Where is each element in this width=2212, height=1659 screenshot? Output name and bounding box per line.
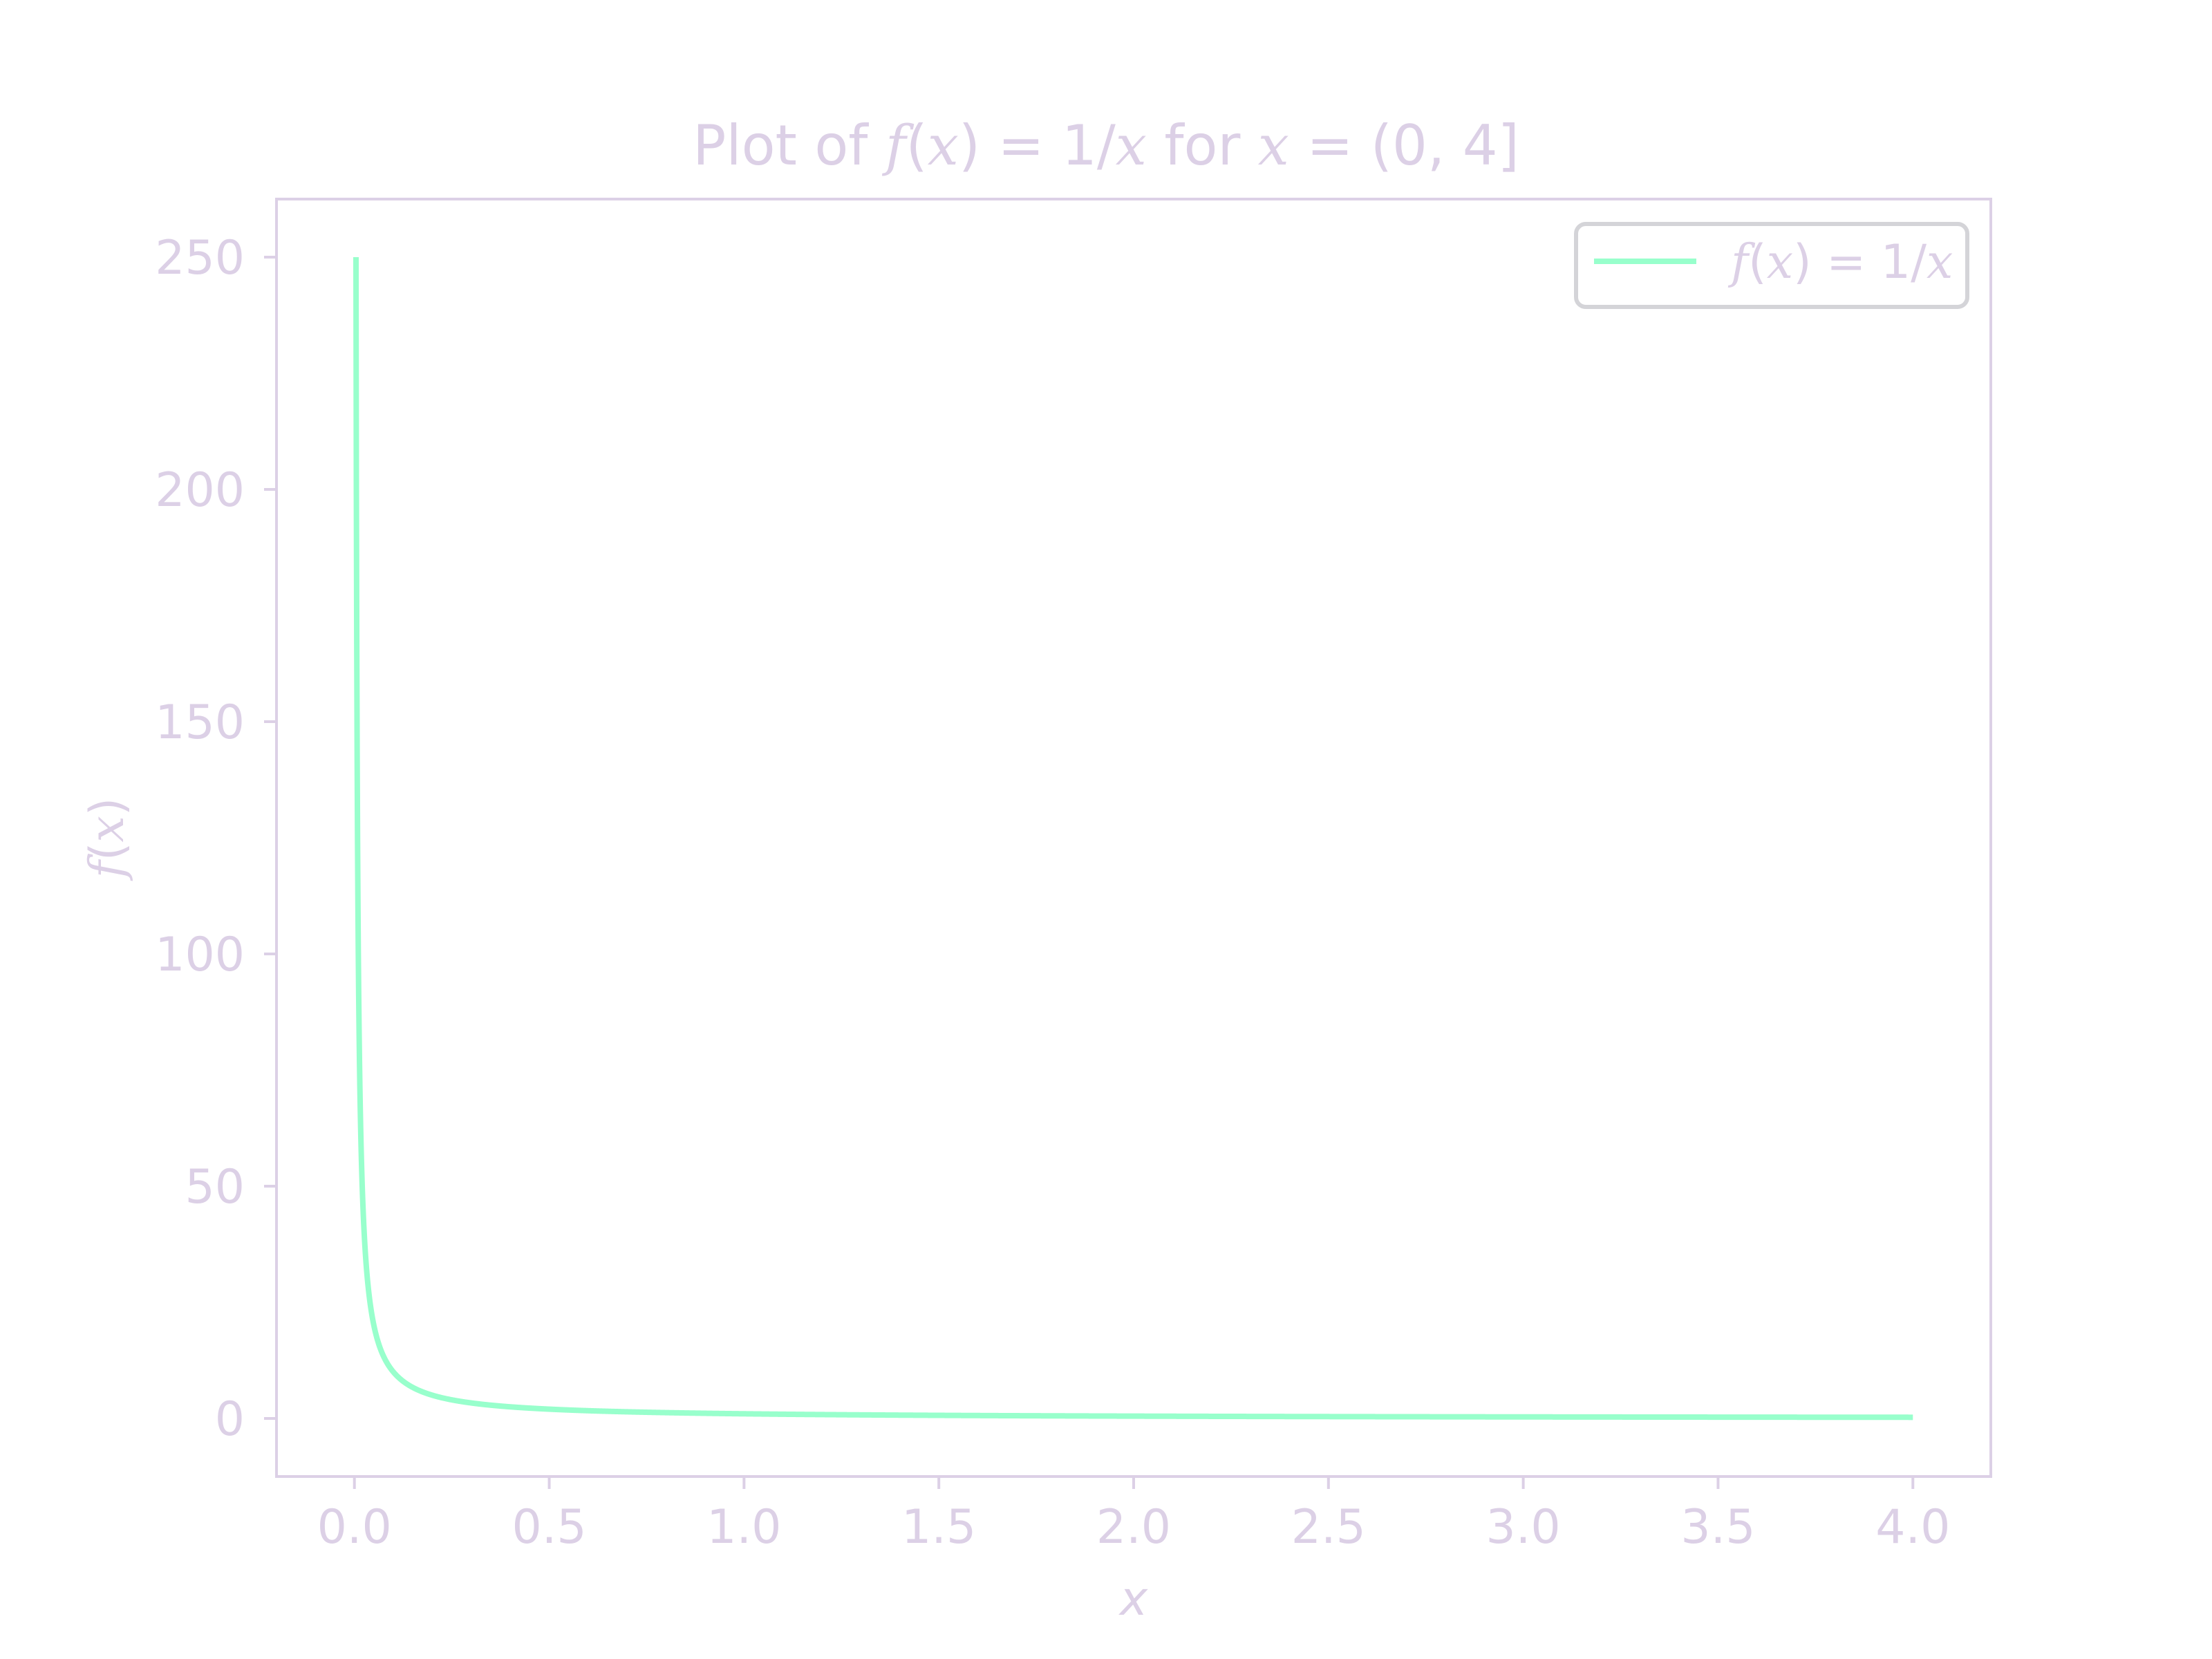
y-tick-label: 0	[215, 1392, 245, 1447]
legend: f(x) = 1/x	[1574, 222, 1969, 309]
y-tick-label: 200	[155, 463, 245, 518]
x-tick-label: 2.0	[1096, 1500, 1171, 1555]
series-line-f-of-x	[353, 256, 1915, 1421]
y-axis-label: f(x)	[80, 798, 135, 882]
x-axis-label: x	[1118, 1572, 1148, 1627]
x-tick-label: 0.0	[317, 1500, 392, 1555]
y-axis-ticks: 0 50 100 150 200 250	[155, 231, 276, 1447]
x-axis-ticks: 0.0 0.5 1.0 1.5 2.0 2.5 3.0 3.5 4.0	[317, 1477, 1950, 1555]
x-tick-label: 1.0	[706, 1500, 781, 1555]
x-tick-label: 0.5	[512, 1500, 586, 1555]
x-tick-label: 4.0	[1875, 1500, 1950, 1555]
x-tick-label: 3.5	[1680, 1500, 1755, 1555]
y-tick-label: 100	[155, 928, 245, 982]
plot-area-frame	[275, 198, 1992, 1478]
y-tick-label: 250	[155, 231, 245, 285]
y-tick-label: 150	[155, 695, 245, 750]
y-tick-label: 50	[185, 1160, 245, 1215]
x-tick-label: 3.0	[1486, 1500, 1561, 1555]
x-tick-label: 1.5	[901, 1500, 976, 1555]
x-tick-label: 2.5	[1291, 1500, 1366, 1555]
legend-box	[1574, 222, 1969, 309]
chart-title: Plot of f(x) = 1/x for x = (0, 4]	[693, 113, 1519, 178]
legend-label: f(x) = 1/x	[1727, 235, 1953, 290]
